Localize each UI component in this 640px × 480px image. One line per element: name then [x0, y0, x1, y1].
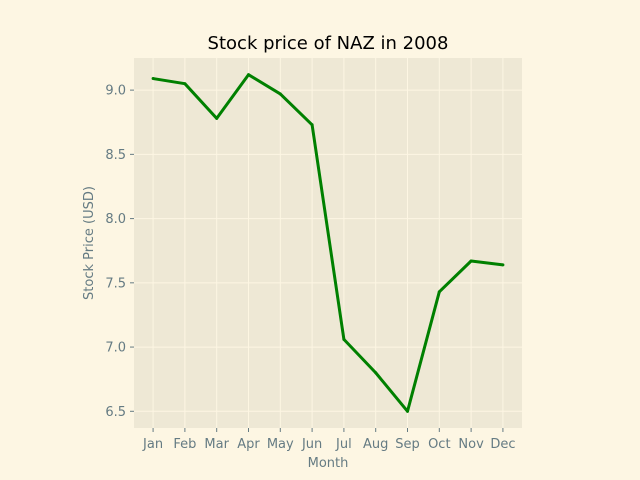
data-point — [310, 123, 314, 127]
data-point — [406, 409, 410, 413]
data-point — [374, 371, 378, 375]
y-tick-label: 7.5 — [105, 276, 126, 291]
x-axis-tick-labels: Jan Feb Mar Apr May Jun Jul Aug Sep Oct Nov Dec — [142, 437, 515, 452]
data-point — [469, 259, 473, 263]
x-tick-label: May — [267, 437, 294, 452]
x-tick-label: Mar — [204, 437, 229, 452]
x-tick-label: Oct — [428, 437, 450, 452]
data-point — [342, 337, 346, 341]
x-tick-label: Dec — [490, 437, 515, 452]
y-axis-tick-labels: 6.5 7.0 7.5 8.0 8.5 9.0 — [105, 84, 126, 420]
x-tick-label: Aug — [363, 437, 388, 452]
data-points — [151, 73, 505, 413]
series-line — [152, 73, 504, 413]
x-tick-label: Feb — [173, 437, 196, 452]
y-tick-label: 7.0 — [105, 341, 126, 356]
y-axis-label: Stock Price (USD) — [82, 186, 97, 300]
x-tick-label: Jan — [142, 437, 163, 452]
chart-title: Stock price of NAZ in 2008 — [208, 33, 449, 54]
tick-marks — [130, 89, 504, 432]
x-tick-label: Nov — [458, 437, 484, 452]
data-point — [246, 73, 250, 77]
x-axis-label: Month — [308, 456, 349, 471]
data-point — [215, 116, 219, 120]
plot-area — [134, 58, 522, 428]
x-tick-label: Jun — [301, 437, 322, 452]
x-tick-label: Jul — [335, 437, 352, 452]
y-tick-label: 8.0 — [105, 212, 126, 227]
data-point — [278, 92, 282, 96]
x-tick-label: Apr — [237, 437, 260, 452]
x-tick-label: Sep — [395, 437, 420, 452]
y-tick-label: 8.5 — [105, 148, 126, 163]
data-point — [151, 77, 155, 81]
data-point — [437, 290, 441, 294]
data-point — [183, 82, 187, 86]
y-tick-label: 6.5 — [105, 405, 126, 420]
y-tick-label: 9.0 — [105, 84, 126, 99]
data-point — [501, 263, 505, 267]
